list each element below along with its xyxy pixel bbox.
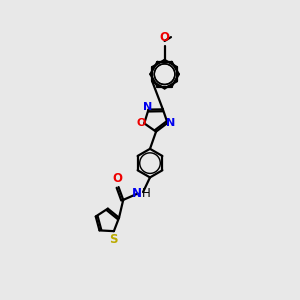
Text: N: N [132, 187, 142, 200]
Text: O: O [112, 172, 122, 185]
Text: N: N [143, 102, 152, 112]
Text: H: H [142, 187, 151, 200]
Text: S: S [110, 233, 118, 247]
Text: O: O [160, 31, 170, 44]
Text: O: O [136, 118, 146, 128]
Text: N: N [167, 118, 176, 128]
